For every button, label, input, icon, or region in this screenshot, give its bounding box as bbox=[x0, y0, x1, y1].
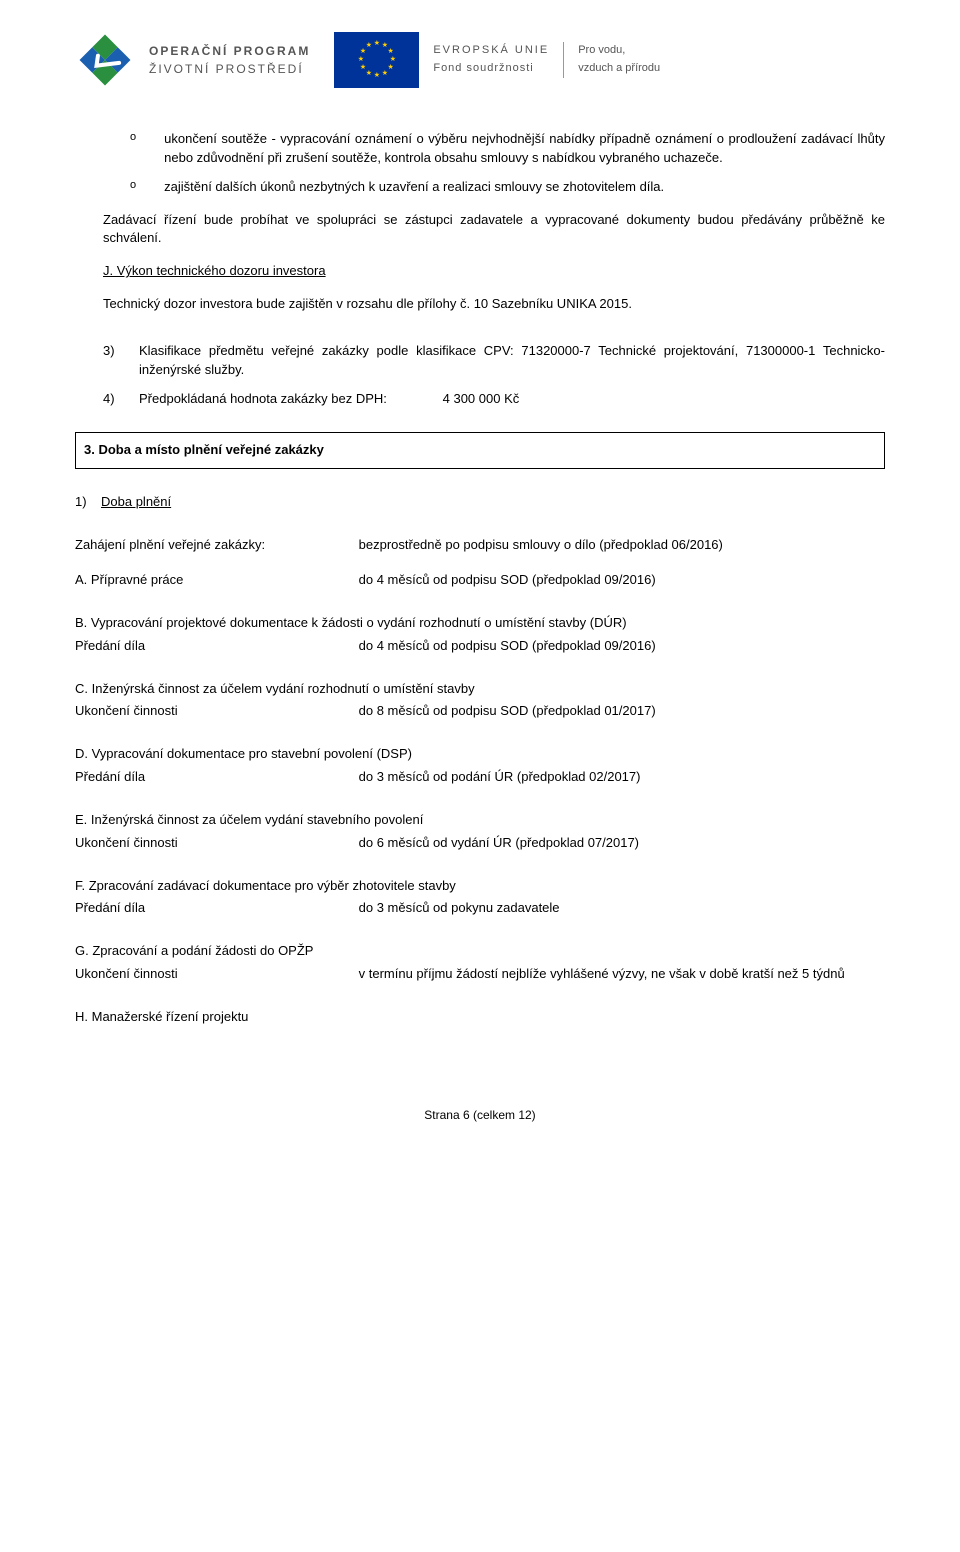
sched-value: do 4 měsíců od podpisu SOD (předpoklad 0… bbox=[359, 571, 656, 590]
schedule-block-top: Zahájení plnění veřejné zakázky: bezpros… bbox=[75, 536, 885, 590]
sched-label: Předání díla bbox=[75, 768, 355, 787]
num4-label: Předpokládaná hodnota zakázky bez DPH: bbox=[139, 390, 439, 409]
sched-label: Ukončení činnosti bbox=[75, 834, 355, 853]
list-item: 3) Klasifikace předmětu veřejné zakázky … bbox=[103, 342, 885, 380]
op-line1: OPERAČNÍ PROGRAM bbox=[149, 42, 310, 60]
eu-flag-icon: ★★★★★★★★★★★★ bbox=[334, 32, 419, 88]
bullet-mark: o bbox=[130, 130, 136, 168]
doc-body: o ukončení soutěže - vypracování oznámen… bbox=[75, 130, 885, 1027]
schedule-row: Ukončení činnosti do 6 měsíců od vydání … bbox=[75, 834, 885, 853]
schedule-block-f: F. Zpracování zadávací dokumentace pro v… bbox=[75, 877, 885, 919]
list-item: o ukončení soutěže - vypracování oznámen… bbox=[130, 130, 885, 168]
sched-label: A. Přípravné práce bbox=[75, 571, 355, 590]
doba-num: 1) bbox=[75, 494, 87, 509]
numbered-list: 3) Klasifikace předmětu veřejné zakázky … bbox=[103, 342, 885, 409]
schedule-block-c: C. Inženýrská činnost za účelem vydání r… bbox=[75, 680, 885, 722]
eu-text: EVROPSKÁ UNIE Fond soudržnosti bbox=[433, 42, 564, 77]
sched-value: do 6 měsíců od vydání ÚR (předpoklad 07/… bbox=[359, 834, 639, 853]
schedule-row: Předání díla do 3 měsíců od pokynu zadav… bbox=[75, 899, 885, 918]
section-box: 3. Doba a místo plnění veřejné zakázky bbox=[75, 432, 885, 469]
list-item: o zajištění dalších úkonů nezbytných k u… bbox=[130, 178, 885, 197]
schedule-title: G. Zpracování a podání žádosti do OPŽP bbox=[75, 942, 885, 961]
sched-label: Ukončení činnosti bbox=[75, 965, 355, 984]
op-line2: ŽIVOTNÍ PROSTŘEDÍ bbox=[149, 60, 310, 78]
schedule-block-b: B. Vypracování projektové dokumentace k … bbox=[75, 614, 885, 656]
schedule-row: Ukončení činnosti v termínu příjmu žádos… bbox=[75, 965, 885, 984]
sched-value: do 3 měsíců od podání ÚR (předpoklad 02/… bbox=[359, 768, 641, 787]
doba-title: Doba plnění bbox=[101, 494, 171, 509]
schedule-block-d: D. Vypracování dokumentace pro stavební … bbox=[75, 745, 885, 787]
eu-line2: Fond soudržnosti bbox=[433, 60, 549, 78]
schedule-block-h: H. Manažerské řízení projektu bbox=[75, 1008, 885, 1027]
num-text: Klasifikace předmětu veřejné zakázky pod… bbox=[139, 342, 885, 380]
num-mark: 3) bbox=[103, 342, 127, 380]
sched-label: Předání díla bbox=[75, 899, 355, 918]
num4-value: 4 300 000 Kč bbox=[443, 391, 520, 406]
schedule-title: D. Vypracování dokumentace pro stavební … bbox=[75, 745, 885, 764]
page-footer: Strana 6 (celkem 12) bbox=[75, 1107, 885, 1124]
schedule-block-e: E. Inženýrská činnost za účelem vydání s… bbox=[75, 811, 885, 853]
schedule-row: Předání díla do 4 měsíců od podpisu SOD … bbox=[75, 637, 885, 656]
schedule-title: H. Manažerské řízení projektu bbox=[75, 1008, 885, 1027]
sched-value: do 3 měsíců od pokynu zadavatele bbox=[359, 899, 560, 918]
tag-line2: vzduch a přírodu bbox=[578, 62, 660, 74]
section-j-title: J. Výkon technického dozoru investora bbox=[103, 262, 885, 281]
bullet-mark: o bbox=[130, 178, 136, 197]
num-mark: 4) bbox=[103, 390, 127, 409]
sched-value: bezprostředně po podpisu smlouvy o dílo … bbox=[359, 536, 723, 555]
paragraph: Zadávací řízení bude probíhat ve spolupr… bbox=[103, 211, 885, 249]
schedule-title: E. Inženýrská činnost za účelem vydání s… bbox=[75, 811, 885, 830]
num-text: Předpokládaná hodnota zakázky bez DPH: 4… bbox=[139, 390, 885, 409]
bullet-list: o ukončení soutěže - vypracování oznámen… bbox=[130, 130, 885, 197]
eu-line1: EVROPSKÁ UNIE bbox=[433, 42, 549, 60]
sched-value: do 4 měsíců od podpisu SOD (předpoklad 0… bbox=[359, 637, 656, 656]
sched-label: Zahájení plnění veřejné zakázky: bbox=[75, 536, 355, 555]
bullet-text: zajištění dalších úkonů nezbytných k uza… bbox=[164, 178, 885, 197]
bullet-text: ukončení soutěže - vypracování oznámení … bbox=[164, 130, 885, 168]
doba-plneni-heading: 1) Doba plnění bbox=[75, 493, 885, 512]
tagline: Pro vodu, vzduch a přírodu bbox=[578, 42, 660, 77]
list-item: 4) Předpokládaná hodnota zakázky bez DPH… bbox=[103, 390, 885, 409]
schedule-row: Ukončení činnosti do 8 měsíců od podpisu… bbox=[75, 702, 885, 721]
op-logo-icon bbox=[75, 30, 135, 90]
section-j-body: Technický dozor investora bude zajištěn … bbox=[103, 295, 885, 314]
box-title: 3. Doba a místo plnění veřejné zakázky bbox=[84, 442, 324, 457]
schedule-row: A. Přípravné práce do 4 měsíců od podpis… bbox=[75, 571, 885, 590]
tag-line1: Pro vodu, bbox=[578, 44, 625, 56]
schedule-row: Zahájení plnění veřejné zakázky: bezpros… bbox=[75, 536, 885, 555]
op-text: OPERAČNÍ PROGRAM ŽIVOTNÍ PROSTŘEDÍ bbox=[149, 42, 310, 78]
doc-header: OPERAČNÍ PROGRAM ŽIVOTNÍ PROSTŘEDÍ ★★★★★… bbox=[75, 30, 885, 90]
sched-value: v termínu příjmu žádostí nejblíže vyhláš… bbox=[359, 965, 859, 984]
sched-value: do 8 měsíců od podpisu SOD (předpoklad 0… bbox=[359, 702, 656, 721]
schedule-row: Předání díla do 3 měsíců od podání ÚR (p… bbox=[75, 768, 885, 787]
schedule-title: F. Zpracování zadávací dokumentace pro v… bbox=[75, 877, 885, 896]
sched-label: Předání díla bbox=[75, 637, 355, 656]
schedule-title: B. Vypracování projektové dokumentace k … bbox=[75, 614, 885, 633]
schedule-title: C. Inženýrská činnost za účelem vydání r… bbox=[75, 680, 885, 699]
sched-label: Ukončení činnosti bbox=[75, 702, 355, 721]
schedule-block-g: G. Zpracování a podání žádosti do OPŽP U… bbox=[75, 942, 885, 984]
